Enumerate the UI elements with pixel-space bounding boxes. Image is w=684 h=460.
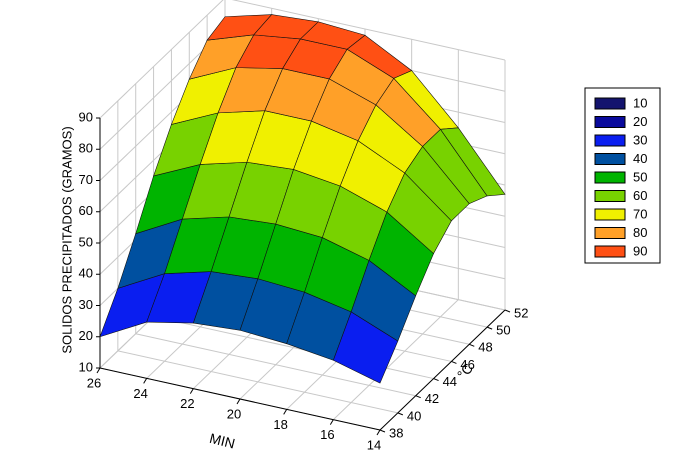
legend-label: 80 — [633, 225, 647, 240]
grid-line — [99, 0, 224, 119]
y-tick-label: 38 — [389, 425, 403, 440]
z-tick-label: 30 — [79, 297, 93, 312]
y-tick — [504, 309, 511, 313]
axis-line — [379, 309, 506, 431]
x-tick-label: 26 — [87, 375, 101, 390]
x-tick — [189, 388, 194, 394]
x-axis-label: MIN — [208, 430, 237, 452]
legend-swatch — [594, 97, 626, 110]
x-tick — [376, 429, 381, 436]
grid-line — [117, 350, 398, 414]
surface-cell — [439, 127, 506, 197]
y-tick — [486, 326, 493, 330]
x-tick-label: 14 — [367, 437, 381, 452]
y-tick — [397, 412, 404, 416]
x-tick-label: 16 — [320, 427, 334, 442]
grid-line — [153, 316, 434, 380]
x-tick — [283, 409, 288, 415]
z-tick-label: 40 — [79, 266, 93, 281]
legend-swatch — [594, 134, 626, 147]
legend-label: 20 — [633, 114, 647, 129]
x-tick — [143, 378, 148, 384]
legend-label: 60 — [633, 188, 647, 203]
x-tick — [329, 419, 334, 425]
x-tick — [236, 398, 241, 405]
legend-label: 90 — [633, 243, 647, 258]
y-tick-label: 42 — [425, 391, 439, 406]
grid-line — [332, 299, 459, 421]
legend-swatch — [594, 171, 626, 184]
legend-swatch — [594, 245, 626, 258]
legend-swatch — [594, 208, 626, 221]
y-tick-label: 40 — [407, 408, 421, 423]
z-axis-label: SOLIDOS PRECIPITADOS (GRAMOS) — [59, 126, 74, 353]
z-tick-label: 10 — [79, 359, 93, 374]
legend-swatch — [594, 153, 626, 165]
y-tick — [451, 360, 457, 364]
legend-swatch — [594, 190, 626, 202]
legend-label: 30 — [633, 132, 647, 147]
z-tick-label: 20 — [79, 328, 93, 343]
z-tick-label: 80 — [79, 141, 93, 156]
y-tick — [469, 343, 475, 347]
y-tick-label: 48 — [478, 340, 492, 355]
y-tick — [433, 378, 439, 382]
y-tick-label: 46 — [460, 357, 474, 372]
y-tick-label: 50 — [496, 323, 510, 338]
legend-swatch — [594, 227, 626, 239]
x-tick-label: 24 — [133, 386, 147, 401]
legend-label: 40 — [633, 151, 647, 166]
z-tick-label: 50 — [79, 234, 93, 249]
z-tick-label: 70 — [79, 172, 93, 187]
x-tick — [96, 367, 101, 374]
z-tick-label: 90 — [79, 109, 93, 124]
legend-label: 10 — [633, 95, 647, 110]
x-tick-label: 22 — [180, 396, 194, 411]
legend-label: 70 — [633, 206, 647, 221]
y-tick-label: 52 — [514, 305, 528, 320]
grid-line — [135, 333, 416, 397]
legend-swatch — [594, 116, 626, 128]
y-tick-label: 44 — [443, 374, 457, 389]
z-tick-label: 60 — [79, 203, 93, 218]
y-tick — [415, 395, 421, 399]
x-tick-label: 20 — [227, 406, 241, 421]
x-tick-label: 18 — [273, 417, 287, 432]
y-tick — [379, 429, 386, 433]
legend-label: 50 — [633, 169, 647, 184]
